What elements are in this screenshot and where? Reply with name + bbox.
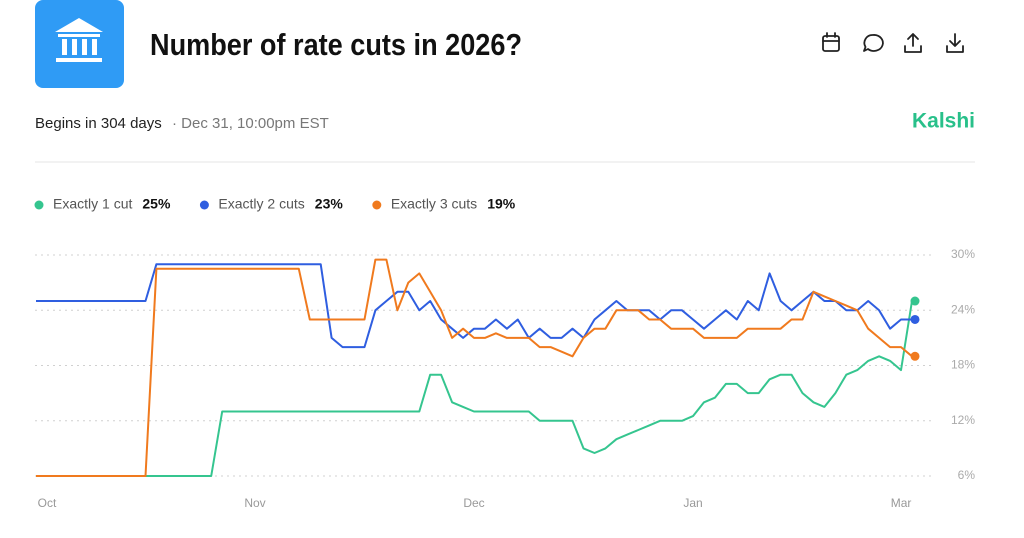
end-point bbox=[910, 351, 920, 361]
y-tick-label: 12% bbox=[951, 413, 975, 427]
y-tick-label: 6% bbox=[958, 468, 976, 482]
end-point bbox=[910, 296, 920, 306]
y-tick-label: 24% bbox=[951, 302, 975, 316]
x-tick-label: Oct bbox=[38, 496, 57, 510]
calendar-button[interactable] bbox=[822, 32, 840, 52]
download-button[interactable] bbox=[946, 33, 964, 53]
legend-marker bbox=[372, 200, 382, 210]
legend-value: 23% bbox=[315, 196, 344, 212]
y-tick-label: 18% bbox=[951, 358, 975, 372]
market-title: Number of rate cuts in 2026? bbox=[150, 27, 522, 62]
legend-marker bbox=[34, 200, 44, 210]
y-tick-label: 30% bbox=[951, 247, 975, 261]
series-line bbox=[36, 300, 913, 477]
series-line bbox=[36, 258, 913, 477]
share-button[interactable] bbox=[904, 33, 922, 53]
comment-button[interactable] bbox=[863, 34, 884, 52]
legend-label: Exactly 3 cuts bbox=[391, 196, 477, 212]
legend-marker bbox=[199, 200, 209, 210]
legend-value: 19% bbox=[487, 196, 516, 212]
series-line bbox=[36, 263, 912, 349]
close-date: · Dec 31, 10:00pm EST bbox=[172, 115, 329, 132]
begins-text: Begins in 304 days bbox=[35, 115, 162, 132]
x-tick-label: Dec bbox=[463, 496, 484, 510]
legend-label: Exactly 1 cut bbox=[53, 196, 132, 212]
x-tick-label: Mar bbox=[891, 496, 912, 510]
legend-label: Exactly 2 cuts bbox=[218, 196, 304, 212]
bank-icon bbox=[55, 18, 103, 62]
end-point bbox=[910, 314, 920, 324]
legend-value: 25% bbox=[142, 196, 171, 212]
x-tick-label: Jan bbox=[683, 496, 702, 510]
market-icon bbox=[35, 0, 124, 88]
x-tick-label: Nov bbox=[244, 496, 265, 510]
brand-logo: Kalshi bbox=[912, 110, 975, 133]
